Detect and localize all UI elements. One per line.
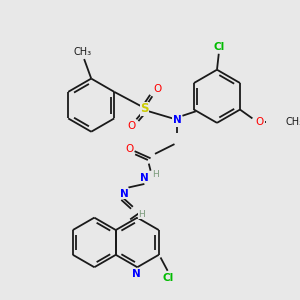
Text: O: O [154, 84, 162, 94]
Text: Cl: Cl [163, 273, 174, 283]
Text: O: O [125, 144, 134, 154]
Text: N: N [173, 115, 182, 125]
Text: O: O [127, 122, 135, 131]
Text: H: H [152, 170, 159, 179]
Text: H: H [138, 210, 145, 219]
Text: CH₃: CH₃ [285, 117, 300, 127]
Text: N: N [120, 189, 128, 199]
Text: S: S [140, 102, 148, 115]
Text: CH₃: CH₃ [73, 47, 92, 57]
Text: N: N [140, 173, 149, 183]
Text: Cl: Cl [213, 42, 224, 52]
Text: N: N [132, 269, 141, 279]
Text: O: O [255, 117, 264, 127]
